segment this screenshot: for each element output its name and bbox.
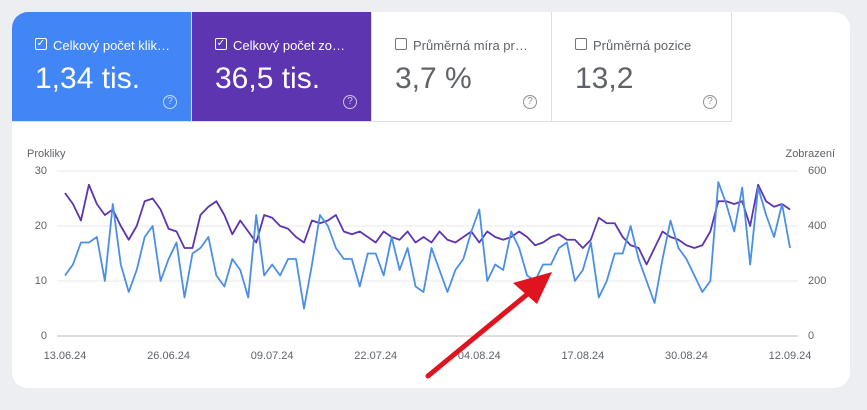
checkbox[interactable]: ✓	[35, 38, 47, 50]
help-icon: ?	[163, 95, 177, 109]
metric-card[interactable]: ✓ Celkový počet klik… 1,34 tis.?	[12, 12, 192, 122]
red-arrow	[425, 272, 552, 379]
x-tick-label: 17.08.24	[561, 350, 604, 362]
help-icon: ?	[343, 95, 357, 109]
y2-tick-label: 0	[808, 330, 814, 342]
series-line	[64, 183, 791, 266]
checkbox[interactable]: ✓	[215, 38, 227, 50]
y-tick-label: 0	[41, 330, 47, 342]
y2-tick-label: 200	[808, 275, 826, 287]
help-icon: ?	[523, 95, 537, 109]
y2-axis-label: Zobrazení	[785, 148, 835, 160]
performance-panel: ✓ Celkový počet klik… 1,34 tis.? ✓ Celkový p…	[12, 12, 850, 388]
metric-card[interactable]: Průměrná pozice 13,2?	[552, 12, 732, 122]
y-tick-label: 30	[35, 165, 47, 177]
checkbox[interactable]	[395, 38, 407, 50]
x-tick-label: 09.07.24	[251, 350, 294, 362]
x-tick-label: 13.06.24	[44, 350, 87, 362]
metric-card[interactable]: ✓ Celkový počet zo… 36,5 tis.?	[192, 12, 372, 122]
metric-label: Průměrná pozice	[593, 38, 692, 53]
metric-value: 13,2	[575, 62, 634, 95]
x-tick-label: 26.06.24	[147, 350, 190, 362]
x-tick-label: 22.07.24	[354, 350, 397, 362]
x-tick-label: 12.09.24	[769, 350, 812, 362]
metric-label: Celkový počet klik…	[53, 38, 171, 53]
y2-tick-label: 600	[808, 165, 826, 177]
y-axis-label: Prokliky	[27, 148, 66, 160]
metric-value: 36,5 tis.	[215, 62, 321, 95]
y-tick-label: 10	[35, 275, 47, 287]
x-tick-label: 30.08.24	[665, 350, 708, 362]
metric-label: Celkový počet zo…	[233, 38, 345, 53]
metric-value: 3,7 %	[395, 62, 472, 95]
y2-tick-label: 400	[808, 220, 826, 232]
y-tick-label: 20	[35, 220, 47, 232]
series-line	[64, 181, 791, 310]
help-icon: ?	[703, 95, 717, 109]
metric-value: 1,34 tis.	[35, 62, 141, 95]
x-tick-label: 04.08.24	[458, 350, 501, 362]
metric-card[interactable]: Průměrná míra pr… 3,7 %?	[372, 12, 552, 122]
metric-label: Průměrná míra pr…	[413, 38, 528, 53]
checkbox[interactable]	[575, 38, 587, 50]
